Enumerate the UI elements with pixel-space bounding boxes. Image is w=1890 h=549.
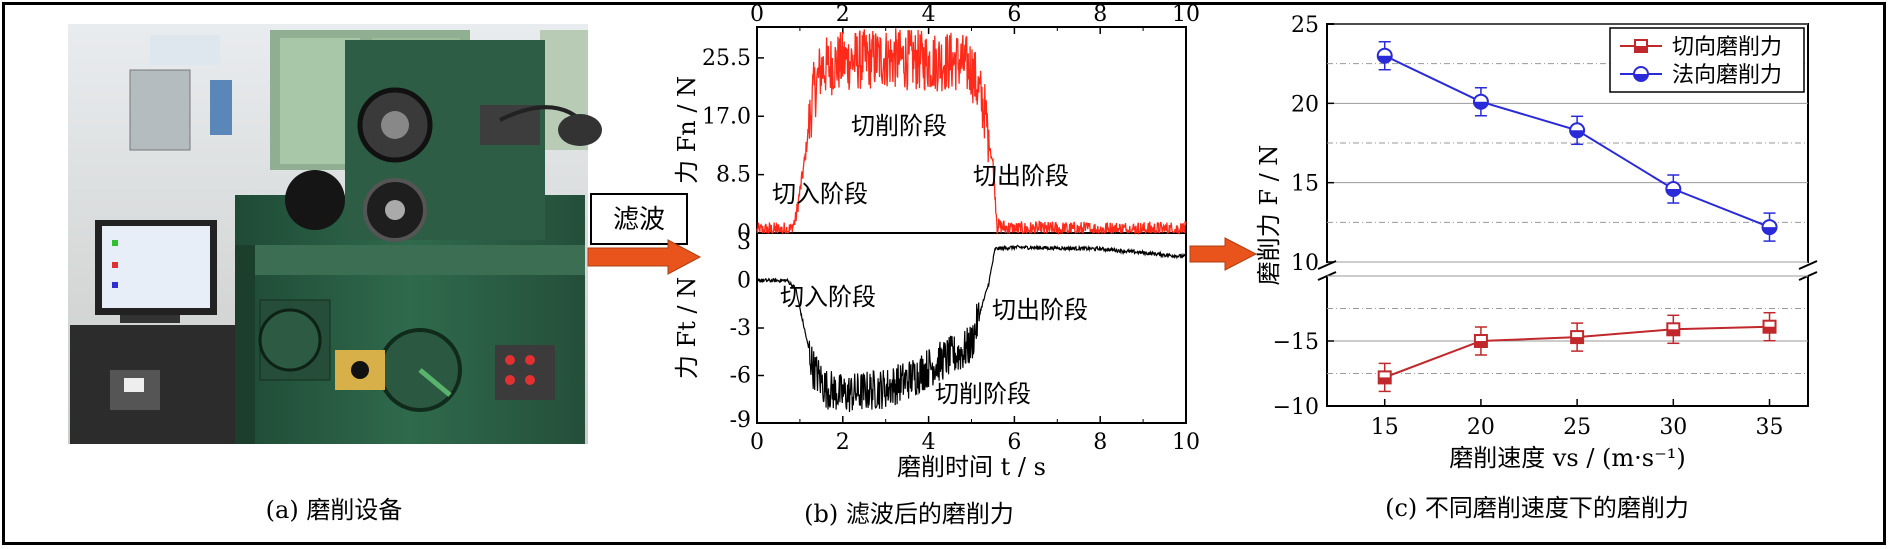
bottom-x-tick-label: 8 <box>1093 430 1107 455</box>
annotation-bottom-cut-out: 切出阶段 <box>992 296 1088 324</box>
top-x-tick-label: 10 <box>1172 2 1200 27</box>
data-point-circle-fill <box>1377 55 1392 63</box>
top-y-tick-label: 25.5 <box>702 46 751 71</box>
bottom-x-tick-label: 4 <box>922 430 936 455</box>
data-point-square-fill <box>1571 337 1584 344</box>
annotation-top-cutting: 切削阶段 <box>851 112 947 140</box>
normal-force-signal <box>756 28 1187 236</box>
c-y-tick-label: 10 <box>1291 251 1319 276</box>
axis-break-band <box>1319 263 1816 276</box>
data-point-square-fill <box>1667 329 1680 336</box>
tangential-force-signal <box>756 244 1187 413</box>
top-y-tick-label: 8.5 <box>716 163 751 188</box>
top-y-tick-label: 17.0 <box>702 104 751 129</box>
legend-label: 法向磨削力 <box>1672 63 1782 88</box>
bottom-y-tick-label: -3 <box>730 316 751 341</box>
annotation-top-cut-out: 切出阶段 <box>973 162 1069 190</box>
axis-break-mark <box>1798 260 1818 270</box>
data-point-circle-fill <box>1473 101 1488 109</box>
bottom-y-tick-label: -9 <box>730 408 751 433</box>
bottom-y-tick-label: 0 <box>737 269 751 294</box>
legend-marker-fill <box>1635 46 1647 52</box>
legend-label: 切向磨削力 <box>1672 35 1782 60</box>
arrow-right-1 <box>587 239 702 275</box>
data-point-square-fill <box>1763 326 1776 333</box>
c-x-tick-label: 20 <box>1467 415 1495 440</box>
legend-marker-fill <box>1634 74 1648 81</box>
bottom-x-axis-label: 磨削时间 t / s <box>897 453 1046 481</box>
bottom-x-tick-label: 2 <box>836 430 850 455</box>
top-x-tick-label: 8 <box>1093 2 1107 27</box>
top-x-tick-label: 6 <box>1007 2 1021 27</box>
caption-c: (c) 不同磨削速度下的磨削力 <box>1385 494 1689 522</box>
c-x-tick-label: 15 <box>1371 415 1399 440</box>
top-y-axis-label: 力 Fn / N <box>673 76 701 184</box>
c-y-tick-label: 20 <box>1291 92 1319 117</box>
bottom-y-tick-label: 3 <box>737 230 751 255</box>
arrow-right-2 <box>1189 237 1258 271</box>
caption-b: (b) 滤波后的磨削力 <box>804 500 1014 528</box>
annotation-top-cut-in: 切入阶段 <box>772 180 868 208</box>
top-x-tick-label: 2 <box>836 2 850 27</box>
data-point-circle-fill <box>1666 189 1681 197</box>
data-point-square-fill <box>1474 341 1487 347</box>
annotation-bottom-cut-in: 切入阶段 <box>780 283 876 311</box>
filter-label: 滤波 <box>613 205 665 235</box>
bottom-y-axis-label: 力 Ft / N <box>673 277 701 379</box>
c-x-tick-label: 25 <box>1563 415 1591 440</box>
top-x-tick-label: 0 <box>750 2 764 27</box>
c-y-tick-label: −15 <box>1273 330 1319 355</box>
grinding-equipment-photo <box>68 24 602 444</box>
filter-box <box>590 193 688 245</box>
annotation-bottom-cutting: 切削阶段 <box>935 380 1031 408</box>
bottom-y-tick-label: -6 <box>730 364 751 389</box>
bottom-x-tick-label: 6 <box>1007 430 1021 455</box>
data-point-circle-fill <box>1762 227 1777 235</box>
c-x-tick-label: 30 <box>1659 415 1687 440</box>
top-y-tick-label: 0 <box>737 221 751 246</box>
data-point-square-fill <box>1378 377 1391 384</box>
c-y-tick-label: 15 <box>1291 172 1319 197</box>
c-x-tick-label: 35 <box>1756 415 1784 440</box>
c-y-tick-label: −10 <box>1273 395 1319 420</box>
bottom-x-tick-label: 10 <box>1172 430 1200 455</box>
bottom-x-tick-label: 0 <box>750 430 764 455</box>
c-y-axis-label: 磨削力 F / N <box>1255 145 1283 286</box>
c-y-tick-label: 25 <box>1291 13 1319 38</box>
top-x-tick-label: 4 <box>922 2 936 27</box>
caption-a: (a) 磨削设备 <box>266 496 403 524</box>
c-x-axis-label: 磨削速度 vs / (m·s⁻¹) <box>1449 444 1686 472</box>
panel-c-chart: 10 15 20 25 −15 −10 15 20 25 30 35 磨削力 F / N 磨削速度 vs… <box>1255 13 1818 472</box>
data-point-circle-fill <box>1570 130 1585 138</box>
